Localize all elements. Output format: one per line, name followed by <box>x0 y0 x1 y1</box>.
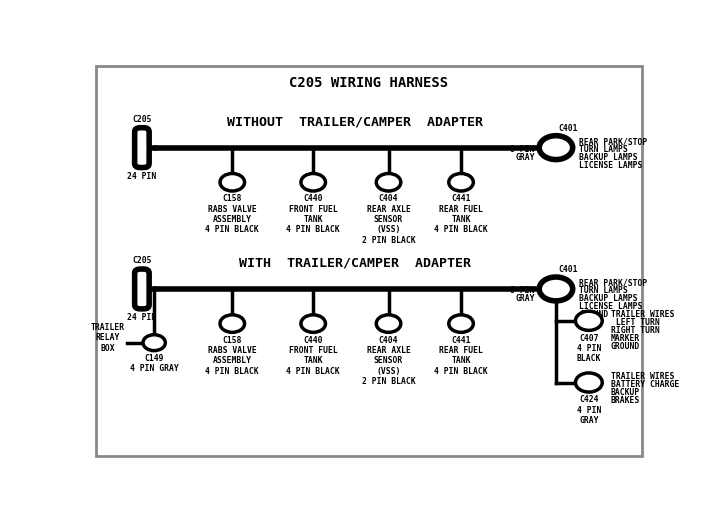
Text: C424
4 PIN
GRAY: C424 4 PIN GRAY <box>577 395 601 425</box>
Circle shape <box>301 174 325 191</box>
Text: TURN LAMPS: TURN LAMPS <box>580 286 628 295</box>
Text: C158
RABS VALVE
ASSEMBLY
4 PIN BLACK: C158 RABS VALVE ASSEMBLY 4 PIN BLACK <box>205 336 259 376</box>
Text: REAR PARK/STOP: REAR PARK/STOP <box>580 279 647 287</box>
Text: MARKER: MARKER <box>611 334 640 343</box>
Text: BATTERY CHARGE: BATTERY CHARGE <box>611 380 679 389</box>
Text: RIGHT TURN: RIGHT TURN <box>611 326 660 335</box>
Text: TRAILER WIRES: TRAILER WIRES <box>611 372 674 381</box>
Text: REAR PARK/STOP: REAR PARK/STOP <box>580 137 647 146</box>
Text: C205: C205 <box>132 115 152 124</box>
Text: GRAY: GRAY <box>516 294 535 303</box>
Text: C441
REAR FUEL
TANK
4 PIN BLACK: C441 REAR FUEL TANK 4 PIN BLACK <box>434 194 488 234</box>
Text: TURN LAMPS: TURN LAMPS <box>580 145 628 154</box>
FancyBboxPatch shape <box>135 269 149 309</box>
Text: LICENSE LAMPS: LICENSE LAMPS <box>580 302 643 311</box>
Text: C205 WIRING HARNESS: C205 WIRING HARNESS <box>289 76 449 90</box>
Circle shape <box>143 334 166 351</box>
Text: BACKUP LAMPS: BACKUP LAMPS <box>580 153 638 162</box>
Text: 24 PIN: 24 PIN <box>127 172 156 180</box>
Text: C440
FRONT FUEL
TANK
4 PIN BLACK: C440 FRONT FUEL TANK 4 PIN BLACK <box>287 336 340 376</box>
Circle shape <box>377 174 401 191</box>
Text: GROUND: GROUND <box>611 342 640 351</box>
Text: C404
REAR AXLE
SENSOR
(VSS)
2 PIN BLACK: C404 REAR AXLE SENSOR (VSS) 2 PIN BLACK <box>361 194 415 245</box>
Circle shape <box>449 174 473 191</box>
Circle shape <box>449 315 473 332</box>
Text: C401: C401 <box>559 265 578 274</box>
Text: BACKUP: BACKUP <box>611 388 640 397</box>
Text: 8 PIN: 8 PIN <box>510 145 535 154</box>
Text: GROUND: GROUND <box>580 310 608 320</box>
Text: C149
4 PIN GRAY: C149 4 PIN GRAY <box>130 354 179 373</box>
Circle shape <box>377 315 401 332</box>
Text: GRAY: GRAY <box>516 153 535 162</box>
Text: 8 PIN: 8 PIN <box>510 286 535 295</box>
Text: C407
4 PIN
BLACK: C407 4 PIN BLACK <box>577 333 601 363</box>
Circle shape <box>539 135 572 160</box>
Circle shape <box>220 315 245 332</box>
Circle shape <box>220 174 245 191</box>
Text: WITHOUT  TRAILER/CAMPER  ADAPTER: WITHOUT TRAILER/CAMPER ADAPTER <box>227 115 483 129</box>
Text: BRAKES: BRAKES <box>611 396 640 405</box>
Text: WITH  TRAILER/CAMPER  ADAPTER: WITH TRAILER/CAMPER ADAPTER <box>239 257 471 270</box>
Text: TRAILER
RELAY
BOX: TRAILER RELAY BOX <box>91 323 125 353</box>
Text: 24 PIN: 24 PIN <box>127 313 156 322</box>
Text: C205: C205 <box>132 256 152 265</box>
Text: TRAILER WIRES: TRAILER WIRES <box>611 310 674 320</box>
Text: LEFT TURN: LEFT TURN <box>611 318 660 327</box>
Text: LICENSE LAMPS: LICENSE LAMPS <box>580 161 643 170</box>
Text: C440
FRONT FUEL
TANK
4 PIN BLACK: C440 FRONT FUEL TANK 4 PIN BLACK <box>287 194 340 234</box>
FancyBboxPatch shape <box>135 128 149 168</box>
Circle shape <box>301 315 325 332</box>
Text: C401: C401 <box>559 124 578 132</box>
Text: BACKUP LAMPS: BACKUP LAMPS <box>580 294 638 303</box>
Circle shape <box>539 277 572 301</box>
Text: C158
RABS VALVE
ASSEMBLY
4 PIN BLACK: C158 RABS VALVE ASSEMBLY 4 PIN BLACK <box>205 194 259 234</box>
Text: C404
REAR AXLE
SENSOR
(VSS)
2 PIN BLACK: C404 REAR AXLE SENSOR (VSS) 2 PIN BLACK <box>361 336 415 386</box>
Circle shape <box>575 311 602 330</box>
Text: C441
REAR FUEL
TANK
4 PIN BLACK: C441 REAR FUEL TANK 4 PIN BLACK <box>434 336 488 376</box>
Circle shape <box>575 373 602 392</box>
